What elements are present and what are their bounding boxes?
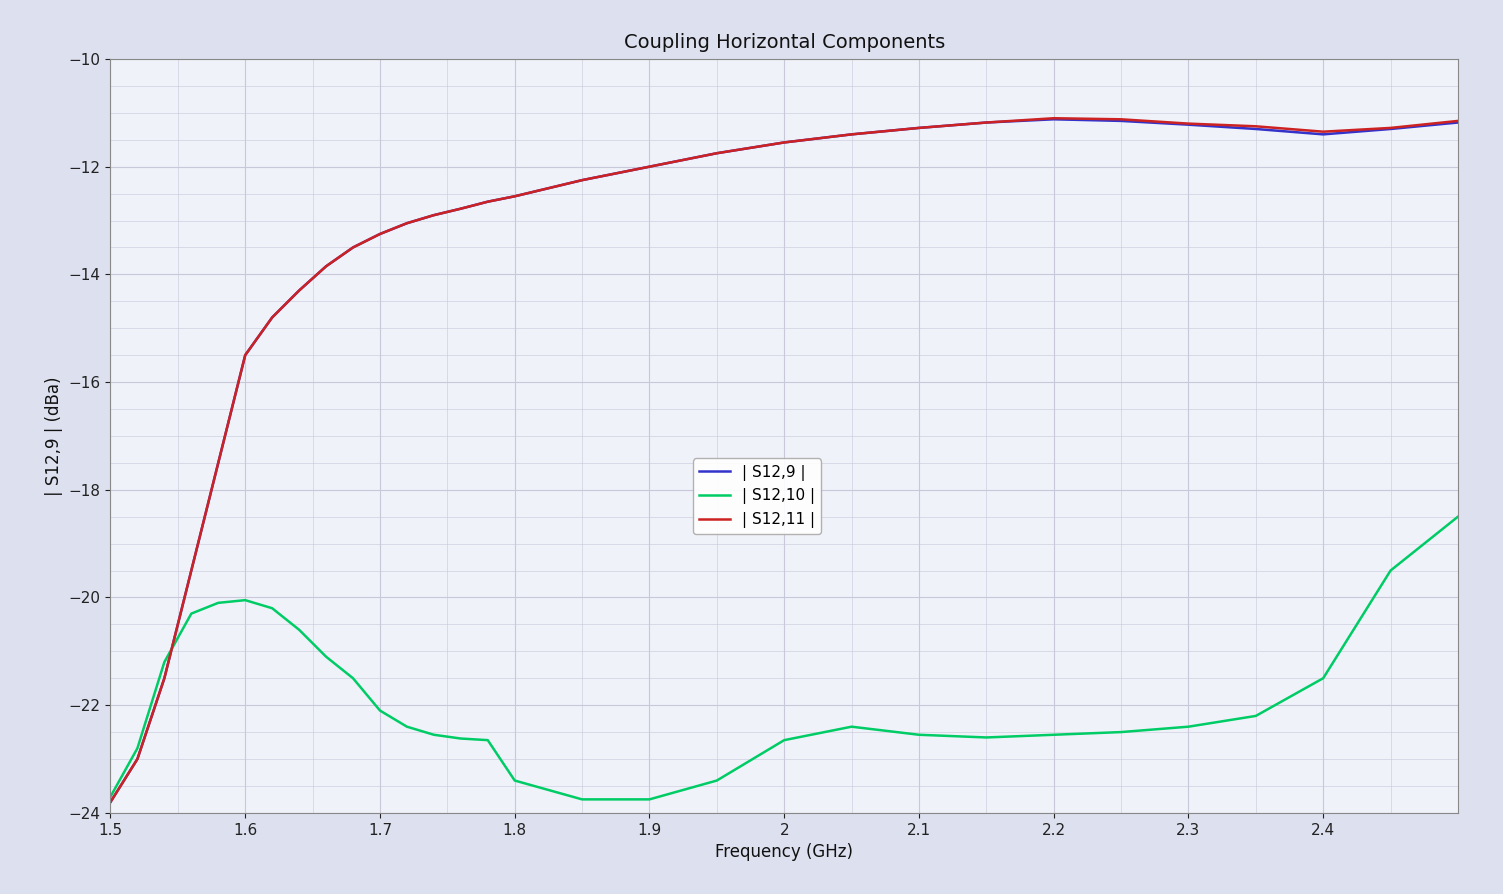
| S12,11 |: [1045, 113, 1063, 123]
| S12,9 |: [101, 797, 119, 807]
Legend: | S12,9 |, | S12,10 |, | S12,11 |: | S12,9 |, | S12,10 |, | S12,11 |: [693, 459, 821, 534]
| S12,11 |: [505, 191, 523, 202]
| S12,11 |: [182, 565, 200, 576]
| S12,9 |: [452, 203, 470, 214]
| S12,11 |: [128, 754, 146, 764]
| S12,11 |: [1112, 114, 1130, 124]
| S12,10 |: [1314, 673, 1332, 684]
| S12,11 |: [1314, 126, 1332, 137]
| S12,9 |: [371, 229, 389, 240]
| S12,10 |: [505, 775, 523, 786]
| S12,11 |: [263, 312, 281, 323]
| S12,10 |: [317, 652, 335, 662]
| S12,11 |: [776, 137, 794, 148]
| S12,10 |: [398, 721, 416, 732]
| S12,10 |: [452, 733, 470, 744]
| S12,9 |: [776, 137, 794, 148]
| S12,9 |: [505, 191, 523, 202]
| S12,11 |: [344, 242, 362, 253]
| S12,11 |: [398, 218, 416, 229]
| S12,11 |: [708, 148, 726, 158]
| S12,11 |: [977, 117, 995, 128]
| S12,11 |: [479, 197, 497, 207]
Line: | S12,11 |: | S12,11 |: [110, 118, 1458, 802]
Y-axis label: | S12,9 | (dBa): | S12,9 | (dBa): [45, 376, 63, 495]
| S12,10 |: [977, 732, 995, 743]
| S12,10 |: [1112, 727, 1130, 738]
| S12,9 |: [1112, 115, 1130, 126]
| S12,9 |: [1247, 123, 1266, 134]
| S12,10 |: [776, 735, 794, 746]
| S12,9 |: [640, 161, 658, 172]
| S12,9 |: [843, 129, 861, 139]
| S12,9 |: [1381, 123, 1399, 134]
| S12,11 |: [371, 229, 389, 240]
| S12,10 |: [909, 730, 927, 740]
| S12,10 |: [290, 624, 308, 635]
| S12,9 |: [128, 754, 146, 764]
| S12,11 |: [843, 129, 861, 139]
| S12,10 |: [708, 775, 726, 786]
Title: Coupling Horizontal Components: Coupling Horizontal Components: [624, 33, 945, 52]
| S12,9 |: [398, 218, 416, 229]
| S12,9 |: [708, 148, 726, 158]
| S12,10 |: [425, 730, 443, 740]
Line: | S12,10 |: | S12,10 |: [110, 517, 1458, 799]
| S12,9 |: [1045, 114, 1063, 124]
| S12,9 |: [909, 122, 927, 133]
| S12,10 |: [155, 657, 173, 668]
| S12,10 |: [128, 743, 146, 754]
| S12,11 |: [101, 797, 119, 807]
| S12,10 |: [371, 705, 389, 716]
X-axis label: Frequency (GHz): Frequency (GHz): [715, 843, 854, 861]
| S12,9 |: [290, 285, 308, 296]
| S12,10 |: [1045, 730, 1063, 740]
| S12,9 |: [209, 458, 227, 468]
| S12,10 |: [573, 794, 591, 805]
| S12,10 |: [236, 595, 254, 605]
| S12,10 |: [263, 603, 281, 613]
Line: | S12,9 |: | S12,9 |: [110, 119, 1458, 802]
| S12,11 |: [1247, 121, 1266, 131]
| S12,11 |: [573, 175, 591, 186]
| S12,9 |: [155, 673, 173, 684]
| S12,10 |: [101, 791, 119, 802]
| S12,11 |: [1449, 115, 1467, 126]
| S12,11 |: [155, 673, 173, 684]
| S12,11 |: [909, 122, 927, 133]
| S12,9 |: [1314, 129, 1332, 139]
| S12,9 |: [236, 350, 254, 360]
| S12,9 |: [1449, 117, 1467, 128]
| S12,11 |: [290, 285, 308, 296]
| S12,9 |: [479, 197, 497, 207]
| S12,11 |: [209, 458, 227, 468]
| S12,11 |: [1180, 118, 1198, 129]
| S12,10 |: [843, 721, 861, 732]
| S12,10 |: [640, 794, 658, 805]
| S12,9 |: [425, 210, 443, 221]
| S12,9 |: [344, 242, 362, 253]
| S12,10 |: [1247, 711, 1266, 721]
| S12,11 |: [317, 261, 335, 272]
| S12,10 |: [1180, 721, 1198, 732]
| S12,9 |: [1180, 119, 1198, 130]
| S12,10 |: [209, 597, 227, 608]
| S12,9 |: [182, 565, 200, 576]
| S12,11 |: [452, 203, 470, 214]
| S12,10 |: [182, 608, 200, 619]
| S12,10 |: [1449, 511, 1467, 522]
| S12,10 |: [1381, 565, 1399, 576]
| S12,9 |: [977, 117, 995, 128]
| S12,11 |: [425, 210, 443, 221]
| S12,10 |: [479, 735, 497, 746]
| S12,9 |: [573, 175, 591, 186]
| S12,11 |: [236, 350, 254, 360]
| S12,9 |: [263, 312, 281, 323]
| S12,11 |: [1381, 122, 1399, 133]
| S12,11 |: [640, 161, 658, 172]
| S12,9 |: [317, 261, 335, 272]
| S12,10 |: [344, 673, 362, 684]
